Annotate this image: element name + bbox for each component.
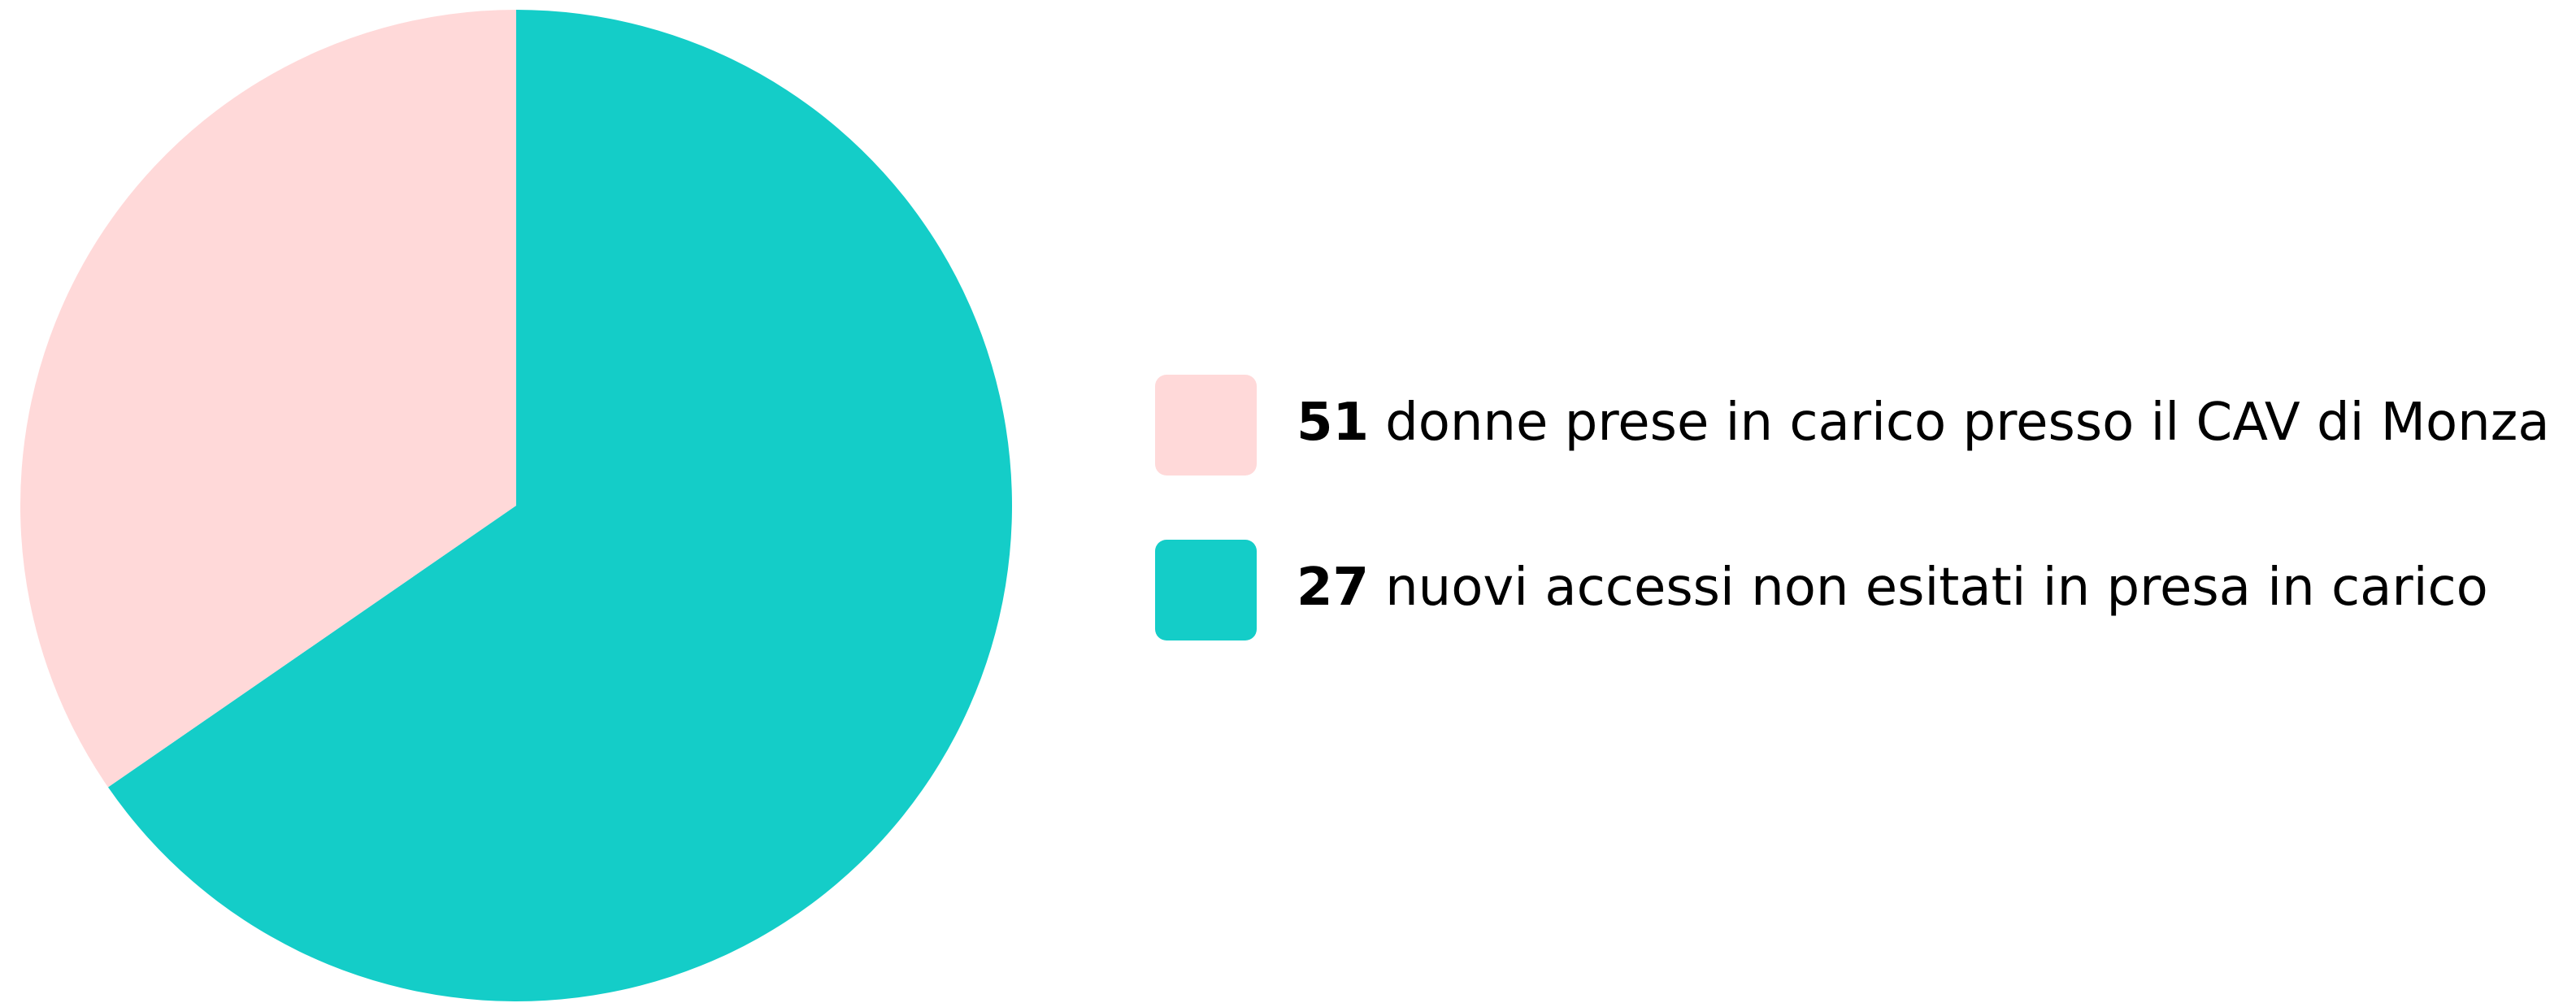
pie-slice bbox=[107, 10, 1013, 1002]
pie-slice bbox=[20, 10, 517, 788]
legend-swatch bbox=[1155, 375, 1257, 475]
legend-value: 27 bbox=[1297, 558, 1369, 618]
legend-text: donne prese in carico presso il CAV di M… bbox=[1385, 393, 2549, 453]
legend-label: 51 donne prese in carico presso il CAV di… bbox=[1297, 393, 2550, 453]
legend-swatch bbox=[1155, 540, 1257, 640]
legend-text: nuovi accessi non esitati in presa in ca… bbox=[1385, 558, 2488, 618]
legend-value: 51 bbox=[1297, 393, 1369, 453]
legend-label: 27 nuovi accessi non esitati in presa in … bbox=[1297, 558, 2488, 618]
